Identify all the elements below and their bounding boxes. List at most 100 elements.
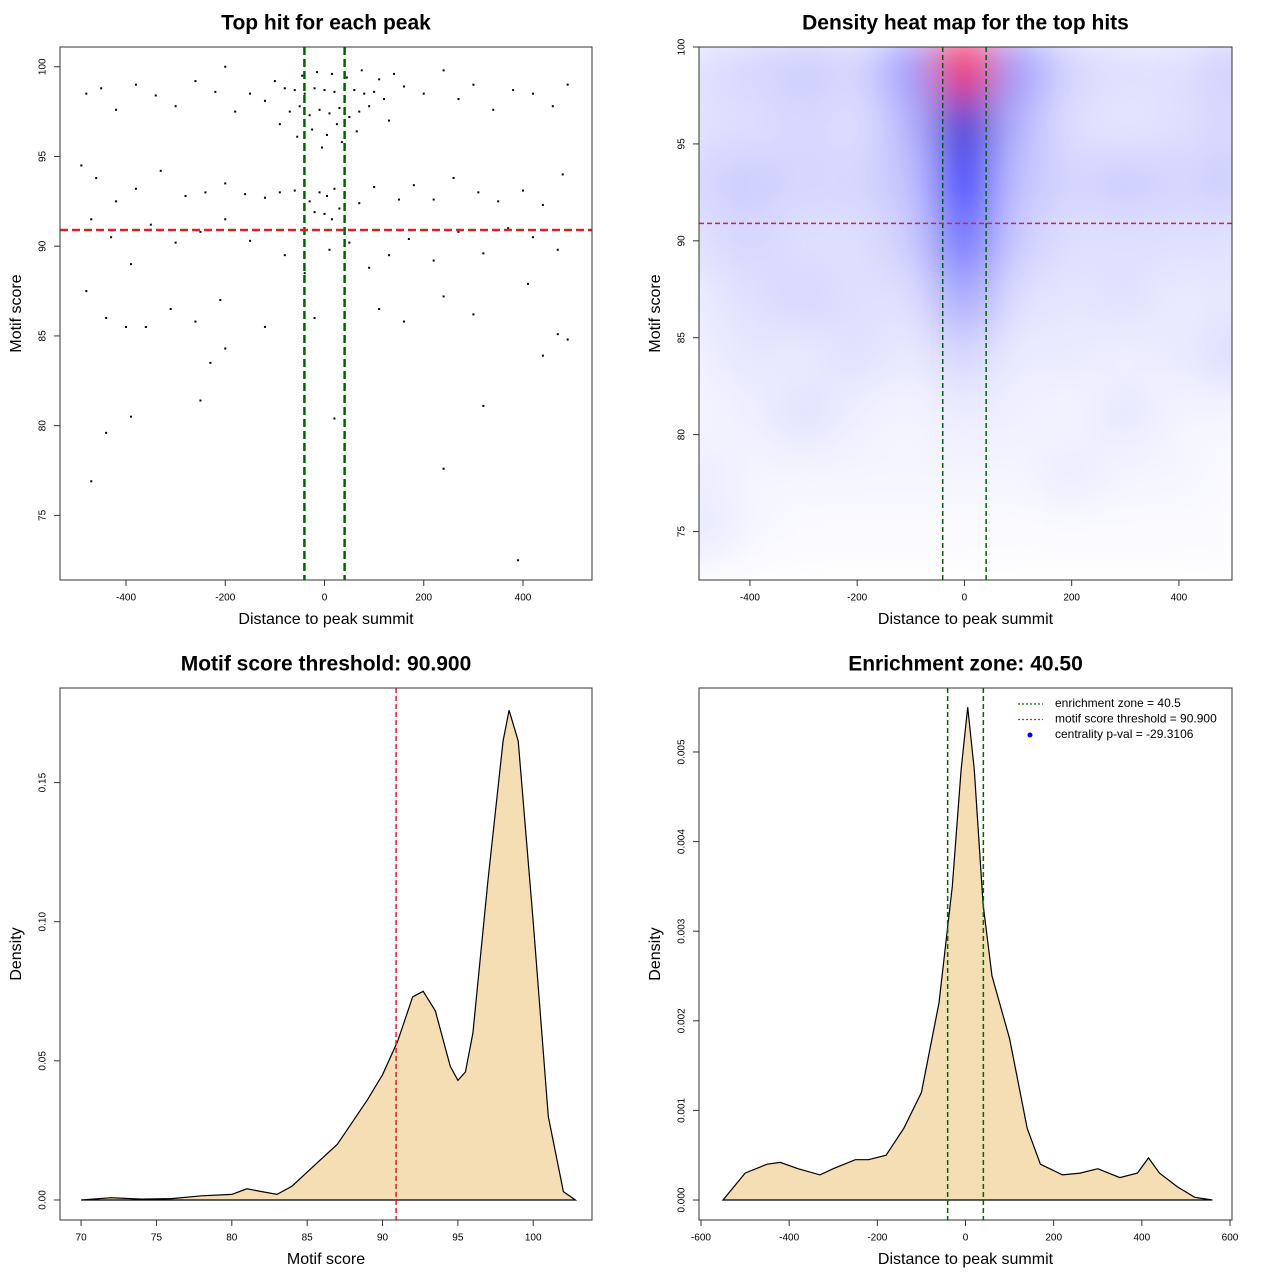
x-tick-label: 100 [525, 1233, 542, 1244]
x-tick-label: 200 [1045, 1233, 1062, 1244]
point [472, 313, 475, 316]
point [194, 80, 197, 83]
point [492, 108, 495, 111]
point [497, 200, 500, 203]
point [507, 227, 510, 230]
heat-cell [1098, 95, 1153, 154]
point [293, 189, 296, 192]
heat-cell [883, 95, 938, 154]
point [263, 196, 266, 199]
y-tick-label: 90 [38, 240, 49, 252]
point [541, 203, 544, 206]
heat-cell [1098, 211, 1153, 270]
point [105, 431, 108, 434]
point [90, 480, 93, 483]
plot-frame [59, 46, 593, 581]
chart-title: Motif score threshold: 90.900 [181, 653, 472, 676]
heat-cell [1044, 328, 1099, 387]
point [526, 282, 529, 285]
heat-cell [776, 211, 831, 270]
point [355, 130, 358, 133]
point [378, 308, 381, 311]
point [348, 241, 351, 244]
heat-cell [883, 153, 938, 212]
heat-cell [1205, 269, 1232, 329]
panel: Motif score threshold: 90.900 Motif score… [8, 653, 593, 1268]
point [358, 202, 361, 205]
heat-cell [1044, 95, 1099, 154]
density-area [81, 710, 578, 1201]
heat-cell [830, 386, 884, 445]
x-tick-label: -400 [740, 593, 760, 604]
point [358, 110, 361, 113]
heat-cell [830, 328, 884, 387]
point [345, 76, 348, 79]
heat-cell [883, 328, 938, 387]
point [313, 316, 316, 319]
x-tick-label: 600 [1222, 1233, 1239, 1244]
heat-cell [776, 502, 831, 561]
heat-cell [1044, 211, 1099, 270]
x-tick-label: 80 [226, 1233, 238, 1244]
y-tick-label: 0.05 [38, 1051, 49, 1071]
point [330, 72, 333, 75]
point [338, 107, 341, 110]
chart-title: Enrichment zone: 40.50 [848, 653, 1083, 676]
plot-frame [698, 46, 1233, 581]
point [234, 110, 237, 113]
point [244, 193, 247, 196]
heat-cell [1098, 47, 1153, 96]
point [321, 146, 324, 149]
heat-cell [1152, 211, 1206, 270]
point [219, 299, 222, 302]
point [373, 90, 376, 93]
y-tick-label: 0.002 [677, 1008, 688, 1033]
heat-cell [1152, 269, 1206, 329]
point [278, 123, 281, 126]
point [298, 105, 301, 108]
point [472, 83, 475, 86]
heatmap-cells [699, 47, 1232, 561]
heat-cell [776, 444, 831, 503]
point [316, 71, 319, 74]
point [363, 92, 366, 95]
y-tick-label: 0.004 [677, 829, 688, 854]
heat-cell [723, 269, 777, 329]
point [100, 87, 103, 90]
point [301, 74, 304, 77]
heat-cell [776, 386, 831, 445]
point [477, 191, 480, 194]
heat-cell [937, 444, 992, 503]
heat-cell [1152, 386, 1206, 445]
heatmap [699, 47, 1232, 580]
point [432, 259, 435, 262]
heat-cell [1098, 502, 1153, 561]
heat-cell [991, 211, 1045, 270]
point [457, 98, 460, 101]
legend-symbol [1027, 732, 1033, 738]
point [556, 333, 559, 336]
x-axis-label: Distance to peak summit [238, 611, 414, 628]
x-tick-label: 70 [76, 1233, 88, 1244]
point [541, 354, 544, 357]
y-tick-label: 0.003 [677, 918, 688, 943]
point [85, 290, 88, 293]
heat-cell [699, 95, 724, 154]
x-tick-label: 0 [322, 593, 328, 604]
heat-cell [991, 269, 1045, 329]
heat-cell [937, 95, 992, 154]
heat-cell [723, 502, 777, 561]
point [333, 187, 336, 190]
point [169, 308, 172, 311]
heat-cell [776, 269, 831, 329]
point [323, 89, 326, 92]
point [224, 182, 227, 185]
point [209, 361, 212, 364]
point [144, 325, 147, 328]
point [512, 89, 515, 92]
heat-cell [699, 386, 724, 445]
point [263, 99, 266, 102]
heat-cell [1044, 47, 1099, 96]
heat-cell [1205, 328, 1232, 387]
